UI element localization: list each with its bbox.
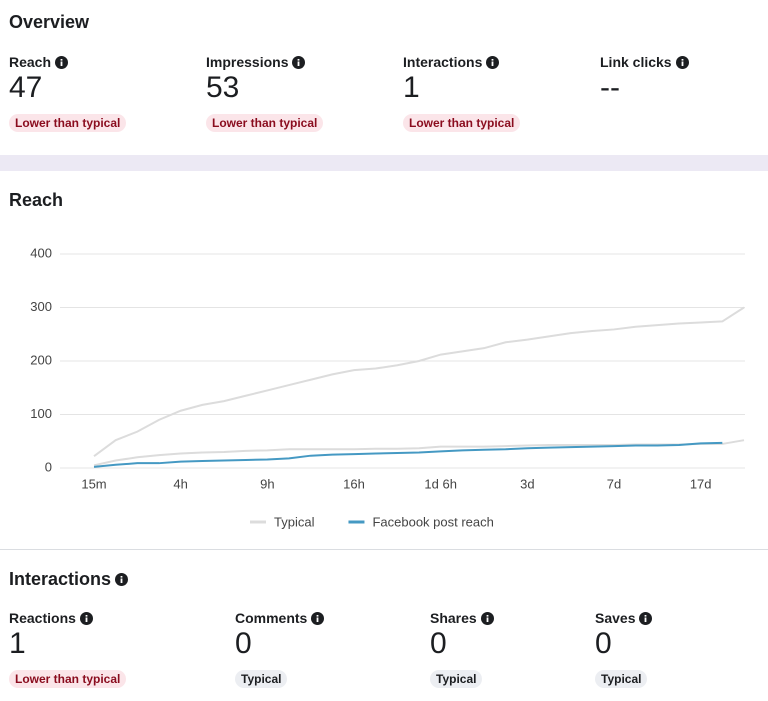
overview-title: Overview bbox=[9, 12, 90, 32]
metric-label: Comments bbox=[235, 610, 325, 626]
metric-label: Reactions bbox=[9, 610, 93, 626]
metric-badge: Lower than typical bbox=[9, 670, 127, 688]
metric-value: 53 bbox=[206, 71, 240, 104]
metric-label-text: Saves bbox=[595, 610, 636, 626]
metric-label: Saves bbox=[595, 610, 653, 626]
metric-label-text: Reactions bbox=[9, 610, 76, 626]
info-icon[interactable] bbox=[115, 573, 129, 586]
info-icon[interactable] bbox=[79, 611, 93, 625]
metric-label-text: Interactions bbox=[403, 54, 483, 70]
divider bbox=[0, 549, 768, 550]
info-icon[interactable] bbox=[675, 55, 689, 69]
x-tick-label: 4h bbox=[173, 476, 187, 491]
metric-badge: Typical bbox=[430, 670, 483, 688]
metric-label-text: Impressions bbox=[206, 54, 289, 70]
legend-label: Typical bbox=[274, 514, 315, 529]
y-tick-label: 300 bbox=[30, 299, 52, 314]
metric-value: 47 bbox=[9, 71, 43, 104]
metric-value: 1 bbox=[403, 71, 420, 104]
y-tick-label: 0 bbox=[45, 459, 52, 474]
x-tick-label: 16h bbox=[343, 476, 365, 491]
separator bbox=[0, 155, 768, 171]
metric-label: Reach bbox=[9, 54, 69, 70]
info-icon[interactable] bbox=[292, 55, 306, 69]
metric-value: 0 bbox=[595, 627, 612, 660]
line bbox=[93, 441, 723, 468]
y-tick-label: 100 bbox=[30, 406, 52, 421]
metric-label-text: Link clicks bbox=[600, 54, 672, 70]
y-tick-label: 200 bbox=[30, 352, 52, 367]
interactions-title: Interactions bbox=[9, 569, 129, 590]
metric-value: 0 bbox=[430, 627, 447, 660]
metric-label: Interactions bbox=[403, 54, 500, 70]
x-tick-label: 15m bbox=[81, 476, 106, 491]
reach-chart: 0 100 200 300 400 15m 4h 9h 16h 1d 6h 3d 7d 17d Typic… bbox=[30, 245, 745, 529]
metric-value: 1 bbox=[9, 627, 26, 660]
info-icon[interactable] bbox=[311, 611, 325, 625]
x-tick-label: 9h bbox=[260, 476, 274, 491]
interactions-title-text: Interactions bbox=[9, 569, 112, 589]
info-icon[interactable] bbox=[480, 611, 494, 625]
line bbox=[93, 439, 745, 467]
info-icon[interactable] bbox=[639, 611, 653, 625]
metric-badge: Typical bbox=[595, 670, 648, 688]
metric-label: Shares bbox=[430, 610, 494, 626]
x-tick-label: 17d bbox=[690, 476, 712, 491]
reach-title: Reach bbox=[9, 190, 64, 210]
legend-label: Facebook post reach bbox=[372, 514, 493, 529]
metric-label-text: Comments bbox=[235, 610, 308, 626]
metric-value: -- bbox=[600, 71, 620, 104]
metric-badge: Lower than typical bbox=[9, 114, 127, 132]
info-icon[interactable] bbox=[55, 55, 69, 69]
y-tick-label: 400 bbox=[30, 245, 52, 260]
metric-badge: Typical bbox=[235, 670, 288, 688]
x-tick-label: 1d 6h bbox=[424, 476, 457, 491]
metric-label-text: Shares bbox=[430, 610, 477, 626]
x-tick-label: 7d bbox=[607, 476, 621, 491]
x-tick-label: 3d bbox=[520, 476, 534, 491]
metric-label: Impressions bbox=[206, 54, 306, 70]
metric-label: Link clicks bbox=[600, 54, 689, 70]
metric-badge: Lower than typical bbox=[206, 114, 324, 132]
metric-badge: Lower than typical bbox=[403, 114, 521, 132]
info-icon[interactable] bbox=[486, 55, 500, 69]
metric-label-text: Reach bbox=[9, 54, 52, 70]
line bbox=[93, 306, 745, 458]
metric-value: 0 bbox=[235, 627, 252, 660]
